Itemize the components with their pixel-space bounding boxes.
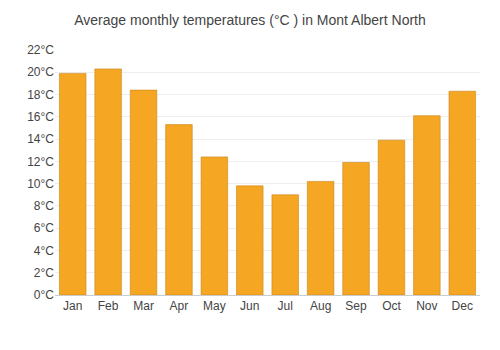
svg-text:12°C: 12°C bbox=[27, 155, 54, 169]
svg-text:Jul: Jul bbox=[278, 299, 293, 313]
svg-text:22°C: 22°C bbox=[27, 43, 54, 57]
svg-text:Oct: Oct bbox=[382, 299, 401, 313]
svg-text:0°C: 0°C bbox=[34, 288, 54, 302]
svg-text:8°C: 8°C bbox=[34, 199, 54, 213]
svg-text:Feb: Feb bbox=[98, 299, 119, 313]
svg-text:Jan: Jan bbox=[63, 299, 82, 313]
svg-text:Sep: Sep bbox=[345, 299, 367, 313]
svg-text:20°C: 20°C bbox=[27, 65, 54, 79]
svg-text:Aug: Aug bbox=[310, 299, 331, 313]
svg-text:Dec: Dec bbox=[452, 299, 473, 313]
svg-text:6°C: 6°C bbox=[34, 221, 54, 235]
svg-text:Average monthly temperatures (: Average monthly temperatures (°C ) in Mo… bbox=[74, 12, 426, 28]
svg-text:10°C: 10°C bbox=[27, 177, 54, 191]
svg-text:18°C: 18°C bbox=[27, 88, 54, 102]
svg-text:Mar: Mar bbox=[133, 299, 154, 313]
svg-text:Jun: Jun bbox=[240, 299, 259, 313]
svg-text:Apr: Apr bbox=[170, 299, 189, 313]
svg-text:2°C: 2°C bbox=[34, 266, 54, 280]
svg-text:4°C: 4°C bbox=[34, 244, 54, 258]
svg-text:Nov: Nov bbox=[416, 299, 437, 313]
svg-text:May: May bbox=[203, 299, 226, 313]
svg-text:16°C: 16°C bbox=[27, 110, 54, 124]
svg-text:14°C: 14°C bbox=[27, 132, 54, 146]
